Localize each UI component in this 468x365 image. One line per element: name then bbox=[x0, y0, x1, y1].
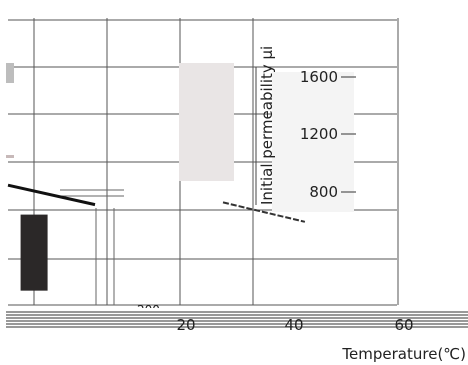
y-tick-label: 800 bbox=[309, 183, 338, 201]
shaded-mark bbox=[6, 63, 14, 83]
x-tick-label: 20 bbox=[176, 316, 195, 334]
chart-decor bbox=[6, 63, 354, 212]
y-tick-label: 1200 bbox=[300, 125, 338, 143]
y-tick-label: 1600 bbox=[300, 68, 338, 86]
bar bbox=[20, 214, 48, 291]
inset-panel bbox=[272, 72, 354, 212]
x-tick-label: 40 bbox=[284, 316, 303, 334]
grid bbox=[6, 18, 468, 328]
series-line bbox=[222, 201, 306, 223]
tick-labels: 20 40 60 800 1200 1600 bbox=[176, 68, 413, 334]
x-tick-label: 60 bbox=[394, 316, 413, 334]
partial-tick-label: 200 bbox=[137, 303, 160, 317]
bars bbox=[20, 214, 48, 291]
series-line bbox=[7, 183, 96, 207]
series bbox=[7, 183, 306, 223]
shaded-mark bbox=[6, 155, 14, 158]
y-axis-label: Initial permeability μi bbox=[258, 46, 276, 205]
shaded-block bbox=[179, 63, 234, 181]
x-axis-label: Temperature(℃) bbox=[341, 345, 466, 363]
